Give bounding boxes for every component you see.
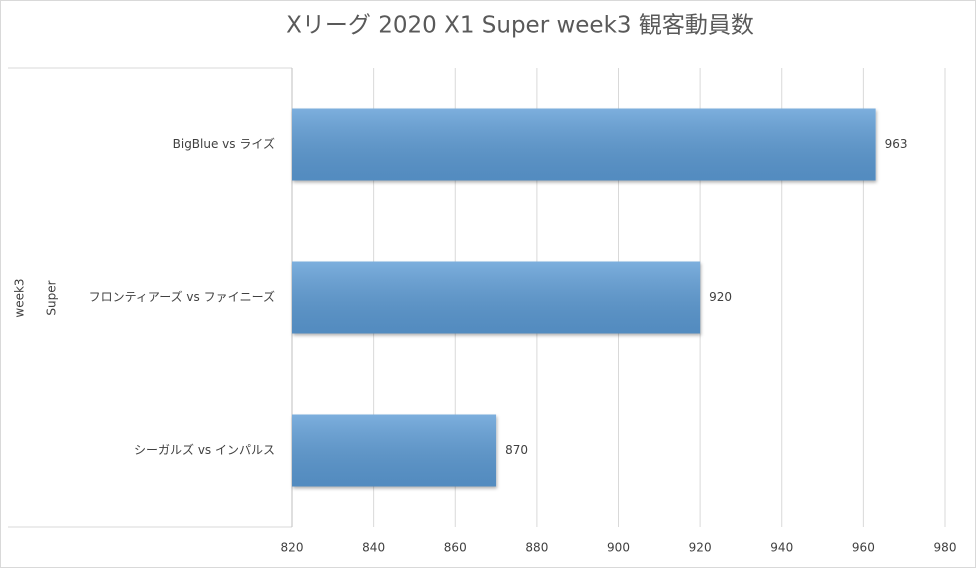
x-tick-label: 980	[934, 541, 957, 555]
chart-title: Xリーグ 2020 X1 Super week3 観客動員数	[286, 13, 754, 39]
y-tick-label: BigBlue vs ライズ	[173, 136, 275, 151]
y-tick-label: フロンティアーズ vs ファイニーズ	[89, 289, 275, 304]
bar	[292, 261, 701, 334]
data-label: 963	[885, 137, 908, 151]
bar	[292, 414, 497, 487]
x-tick-label: 960	[852, 541, 875, 555]
group-label: Super	[45, 280, 59, 315]
y-tick-label: シーガルズ vs インパルス	[134, 442, 275, 457]
data-label: 920	[709, 290, 732, 304]
x-tick-label: 880	[525, 541, 548, 555]
x-tick-label: 900	[607, 541, 630, 555]
data-label: 870	[505, 443, 528, 457]
x-tick-label: 860	[444, 541, 467, 555]
x-tick-label: 840	[362, 541, 385, 555]
x-tick-label: 920	[689, 541, 712, 555]
x-tick-label: 940	[770, 541, 793, 555]
bar	[292, 108, 876, 181]
group-label: week3	[13, 278, 27, 317]
x-tick-label: 820	[281, 541, 304, 555]
